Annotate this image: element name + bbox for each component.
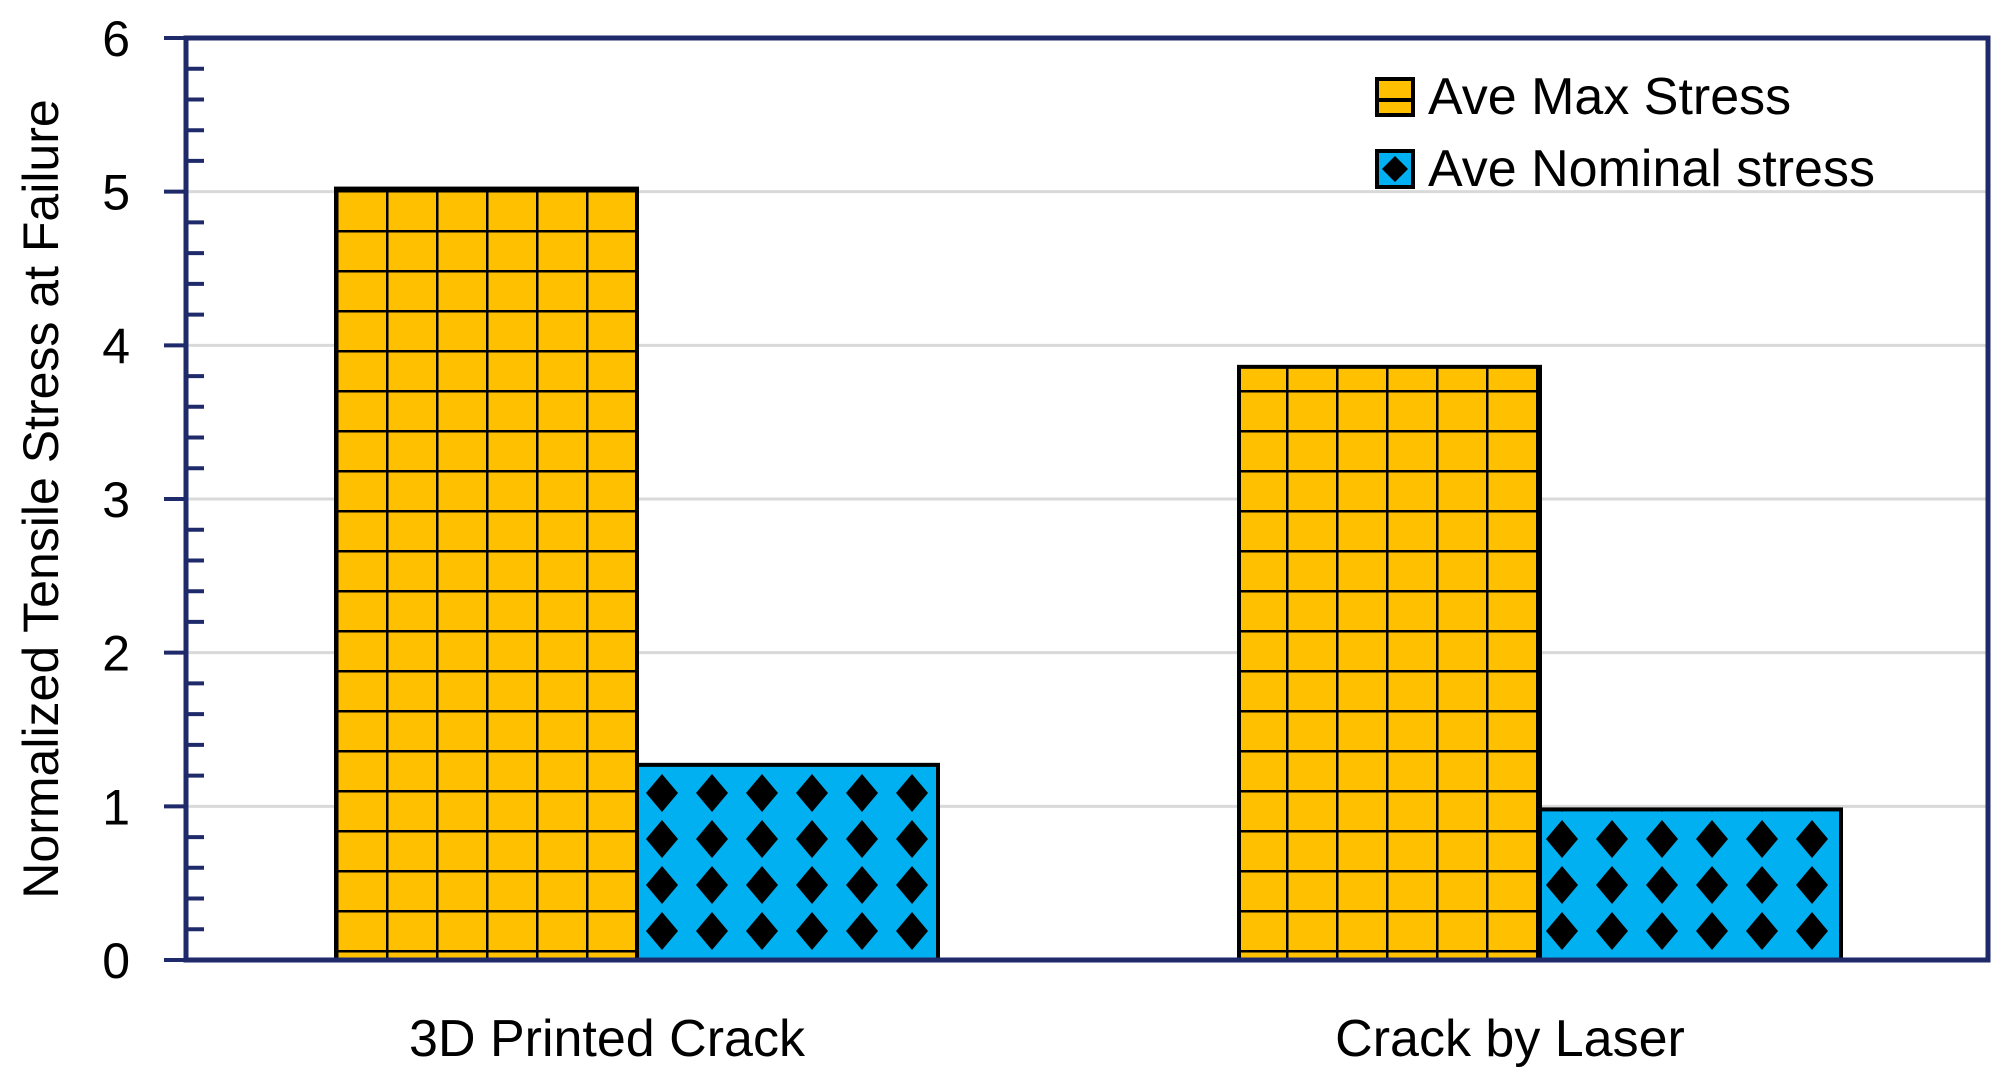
y-tick-label: 0: [102, 933, 130, 989]
bar-ave-max-stress: [334, 186, 639, 963]
y-tick-label: 4: [102, 318, 130, 374]
legend: Ave Max Stress Ave Nominal stress: [1375, 68, 1875, 198]
bar-ave-max-stress: [1237, 364, 1542, 962]
legend-swatch-pattern: [1382, 156, 1408, 182]
bars: [334, 186, 1843, 963]
y-axis-title: Normalized Tensile Stress at Failure: [13, 99, 69, 898]
bar-ave-nominal-stress: [1538, 807, 1843, 963]
y-axis: 0 1 2 3 4 5 6: [102, 11, 204, 989]
y-tick-label: 3: [102, 472, 130, 528]
y-tick-label: 5: [102, 165, 130, 221]
legend-swatch: [1375, 77, 1415, 117]
y-tick-label: 1: [102, 779, 130, 835]
x-axis-labels: 3D Printed Crack Crack by Laser: [409, 1010, 1685, 1068]
x-tick-label: 3D Printed Crack: [409, 1010, 806, 1068]
y-tick-label: 2: [102, 626, 130, 682]
legend-label: Ave Nominal stress: [1428, 140, 1875, 198]
y-tick-label: 6: [102, 11, 130, 67]
legend-label: Ave Max Stress: [1428, 68, 1791, 126]
x-tick-label: Crack by Laser: [1335, 1010, 1685, 1068]
bar-ave-nominal-stress: [635, 762, 940, 962]
